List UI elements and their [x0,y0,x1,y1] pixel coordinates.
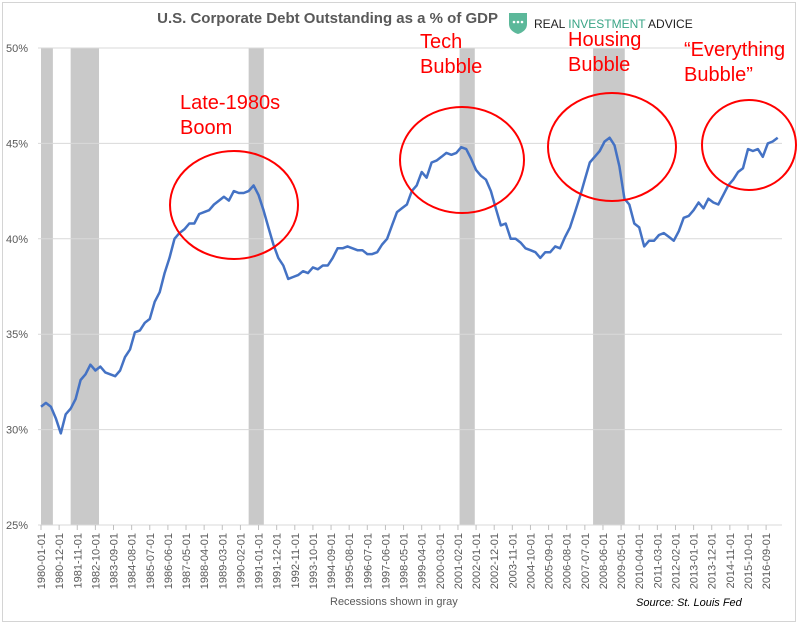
chart-title: U.S. Corporate Debt Outstanding as a % o… [157,10,498,27]
recession-band [593,48,625,525]
x-tick-label: 2000-03-01 [435,533,447,589]
x-axis-note: Recessions shown in gray [330,596,458,608]
x-tick-label: 2008-06-01 [598,533,610,589]
annotation-ellipse [169,150,299,260]
x-tick-label: 1995-08-01 [344,533,356,589]
x-tick-label: 1985-07-01 [145,533,157,589]
x-tick-label: 1982-10-01 [90,533,102,589]
shield-icon [509,13,527,34]
x-tick-label: 1991-01-01 [254,533,266,589]
logo-real: REAL [534,17,566,31]
y-tick-label: 35% [6,329,28,341]
annotation-label: Tech [420,31,462,53]
y-tick-label: 50% [6,43,28,55]
x-tick-label: 2002-12-01 [489,533,501,589]
x-tick-label: 1993-10-01 [308,533,320,589]
y-tick-label: 45% [6,138,28,150]
x-tick-label: 1994-09-01 [326,533,338,589]
x-tick-label: 1983-09-01 [109,533,121,589]
logo: REAL INVESTMENT ADVICE [509,13,693,34]
x-tick-label: 2012-02-01 [670,533,682,589]
x-tick-label: 2001-02-01 [453,533,465,589]
x-tick-label: 2013-01-01 [689,533,701,589]
recession-band [70,48,100,525]
recession-band [41,48,53,525]
x-tick-label: 1996-07-01 [362,533,374,589]
y-axis-ticks: 25% 30% 35% 40% 45% 50% [6,43,28,532]
x-tick-label: 2014-11-01 [725,533,737,588]
x-tick-label: 1988-04-01 [199,533,211,589]
x-tick-label: 2004-10-01 [525,533,537,589]
annotation-label: “Everything [684,39,785,61]
x-tick-label: 2015-10-01 [743,533,755,589]
x-tick-label: 2011-03-01 [652,533,664,588]
gridlines [38,47,782,526]
annotation-label: Bubble [420,56,482,78]
x-tick-label: 2003-11-01 [507,533,519,588]
series-line [40,136,779,435]
x-tick-label: 1998-05-01 [399,533,411,589]
annotations: Late-1980s Boom Tech Bubble Housing Bubble “Ev… [169,29,797,260]
x-tick-label: 1989-03-01 [217,533,229,589]
recession-bands [41,48,625,525]
source-note: Source: St. Louis Fed [636,597,743,609]
x-tick-label: 1990-02-01 [235,533,247,589]
annotation-label: Bubble [568,54,630,76]
annotation-label: Bubble” [684,64,753,86]
chart-frame [2,2,796,622]
recession-band [248,48,264,525]
annotation-label: Housing [568,29,641,51]
x-tick-label: 2010-04-01 [634,533,646,589]
x-tick-label: 2002-01-01 [471,533,483,589]
x-tick-label: 1997-06-01 [380,533,392,589]
logo-advice: ADVICE [648,17,693,31]
x-tick-label: 2007-07-01 [580,533,592,589]
logo-text: REAL INVESTMENT ADVICE [534,17,693,31]
shield-dot [516,20,520,24]
x-tick-label: 1999-04-01 [417,533,429,589]
shield-dot [512,20,516,24]
x-tick-label: 1987-05-01 [181,533,193,589]
recession-band [459,48,475,525]
x-axis-ticks: 1980-01-01 1980-12-01 1981-11-01 1982-10-01… [36,525,773,589]
shield-dot [520,20,524,24]
annotation-label: Late-1980s [180,92,280,114]
x-tick-label: 1980-12-01 [54,533,66,589]
annotation-ellipse [547,92,677,202]
annotation-ellipse [399,106,525,214]
x-tick-label: 2006-08-01 [562,533,574,589]
logo-investment: INVESTMENT [568,17,646,31]
x-tick-label: 1981-11-01 [72,533,84,588]
annotation-ellipse [701,99,797,191]
x-tick-label: 2013-12-01 [707,533,719,589]
x-tick-label: 1980-01-01 [36,533,48,589]
y-tick-label: 30% [6,425,28,437]
y-tick-label: 40% [6,234,28,246]
x-tick-label: 1984-08-01 [127,533,139,589]
x-tick-label: 2009-05-01 [616,533,628,589]
y-tick-label: 25% [6,520,28,532]
annotation-label: Boom [180,117,232,139]
x-tick-label: 1991-12-01 [272,533,284,589]
x-tick-label: 2016-09-01 [761,533,773,589]
x-tick-label: 1992-11-01 [290,533,302,588]
x-tick-label: 2005-09-01 [544,533,556,589]
x-tick-label: 1986-06-01 [163,533,175,589]
